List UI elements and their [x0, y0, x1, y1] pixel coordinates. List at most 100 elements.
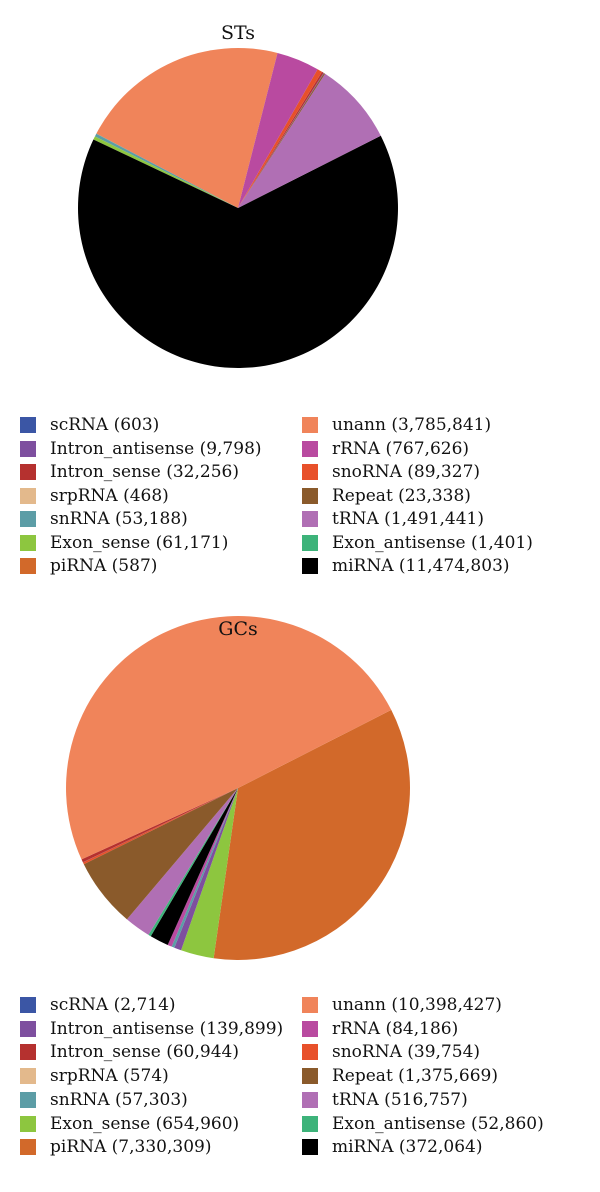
legend-swatch: [20, 997, 36, 1013]
gcs-legend-item-mirna: miRNA (372,064): [302, 1136, 482, 1158]
legend-swatch: [302, 1044, 318, 1061]
legend-label: scRNA (603): [50, 415, 160, 435]
legend-label: snoRNA (39,754): [332, 1042, 481, 1063]
sts-slice-unann: [96, 48, 278, 208]
sts-pie-chart: [77, 48, 398, 368]
legend-swatch: [302, 1068, 318, 1085]
sts-legend-item-trna: tRNA (1,491,441): [302, 508, 484, 530]
sts-legend-item-snorna: snoRNA (89,327): [302, 461, 480, 483]
legend-swatch: [302, 1115, 318, 1132]
sts-legend-item-repeat: Repeat (23,338): [302, 485, 471, 507]
legend-swatch: [302, 511, 318, 527]
gcs-legend-item-exon-sense: Exon_sense (654,960): [20, 1113, 239, 1135]
legend-label: Intron_sense (60,944): [50, 1042, 239, 1063]
sts-slice-exon-sense: [93, 136, 238, 208]
legend-label: Exon_antisense (52,860): [332, 1113, 544, 1134]
legend-swatch: [302, 997, 318, 1013]
legend-label: Intron_sense (32,256): [50, 462, 239, 482]
gcs-slice-exon-antisense: [148, 788, 238, 937]
gcs-legend-item-snrna: snRNA (57,303): [20, 1089, 188, 1111]
gcs-chart-title: GCs: [218, 618, 258, 640]
sts-pie-panel: STs scRNA (603) Intron_antisense (9,798) I…: [20, 22, 533, 577]
gcs-legend-item-trna: tRNA (516,757): [302, 1089, 468, 1111]
legend-swatch: [20, 558, 36, 574]
legend-swatch: [20, 464, 36, 480]
sts-legend: scRNA (603) Intron_antisense (9,798) Intro…: [20, 414, 533, 577]
legend-label: Repeat (1,375,669): [332, 1066, 498, 1087]
sts-chart-title: STs: [220, 22, 256, 44]
legend-swatch: [302, 534, 318, 551]
sts-slice-intron-sense: [238, 71, 324, 208]
legend-label: unann (10,398,427): [332, 995, 502, 1015]
gcs-slice-mirna: [150, 788, 238, 945]
legend-label: rRNA (84,186): [332, 1018, 459, 1039]
legend-swatch: [20, 1044, 36, 1061]
sts-legend-item-intron-sense: Intron_sense (32,256): [20, 461, 239, 483]
gcs-legend: scRNA (2,714) Intron_antisense (139,899) I…: [0, 596, 600, 1192]
legend-label: Exon_sense (61,171): [50, 532, 229, 553]
legend-swatch: [302, 464, 318, 480]
sts-legend-item-exon-sense: Exon_sense (61,171): [20, 532, 228, 554]
gcs-legend-item-unann: unann (10,398,427): [302, 994, 502, 1016]
gcs-slice-repeat: [83, 788, 238, 920]
gcs-slice-snorna: [82, 788, 238, 865]
legend-label: tRNA (516,757): [332, 1089, 468, 1110]
legend-label: Exon_sense (654,960): [50, 1113, 240, 1134]
legend-swatch: [302, 487, 318, 504]
sts-legend-item-unann: unann (3,785,841): [302, 414, 491, 436]
sts-legend-item-intron-antisense: Intron_antisense (9,798): [20, 438, 262, 460]
gcs-legend-item-intron-antisense: Intron_antisense (139,899): [20, 1018, 283, 1040]
sts-legend-item-exon-antisense: Exon_antisense (1,401): [302, 532, 533, 554]
legend-label: unann (3,785,841): [332, 415, 492, 435]
legend-label: srpRNA (574): [50, 1066, 169, 1087]
sts-legend-item-mirna: miRNA (11,474,803): [302, 555, 510, 577]
sts-slice-trna: [238, 73, 381, 208]
gcs-legend-item-exon-antisense: Exon_antisense (52,860): [302, 1113, 544, 1135]
legend-label: snRNA (53,188): [50, 509, 188, 529]
sts-slice-repeat: [238, 73, 326, 208]
gcs-legend-item-rrna: rRNA (84,186): [302, 1018, 458, 1040]
legend-swatch: [20, 487, 36, 504]
gcs-slice-unann: [66, 616, 392, 860]
legend-label: srpRNA (468): [50, 485, 169, 506]
gcs-slice-snrna: [171, 788, 238, 948]
sts-legend-item-pirna: piRNA (587): [20, 555, 157, 577]
sts-legend-item-srprna: srpRNA (468): [20, 485, 169, 507]
sts-slice-mirna: [77, 135, 398, 368]
gcs-legend-item-srprna: srpRNA (574): [20, 1065, 169, 1087]
sts-legend-item-rrna: rRNA (767,626): [302, 438, 469, 460]
gcs-slice-intron-antisense: [174, 788, 238, 951]
legend-swatch: [20, 1091, 36, 1108]
sts-slice-snorna: [238, 69, 322, 208]
legend-label: tRNA (1,491,441): [332, 509, 484, 529]
legend-swatch: [302, 558, 318, 574]
gcs-legend-item-snorna: snoRNA (39,754): [302, 1041, 480, 1063]
gcs-slice-pirna: [213, 709, 410, 960]
gcs-slice-intron-sense: [81, 788, 238, 863]
gcs-pie-chart: [66, 616, 410, 960]
sts-legend-item-snrna: snRNA (53,188): [20, 508, 188, 530]
legend-swatch: [20, 417, 36, 433]
gcs-slice-exon-sense: [181, 788, 238, 959]
gcs-legend-item-repeat: Repeat (1,375,669): [302, 1065, 498, 1087]
legend-swatch: [302, 440, 318, 457]
legend-swatch: [20, 1020, 36, 1037]
legend-label: Intron_antisense (9,798): [50, 438, 262, 459]
sts-slice-scrna: [238, 73, 325, 208]
gcs-pie-panel: GCs scRNA (2,714) Intron_antisense (139,8…: [0, 596, 600, 1192]
legend-label: Exon_antisense (1,401): [332, 532, 533, 553]
legend-swatch: [302, 1091, 318, 1108]
legend-swatch: [20, 1115, 36, 1132]
gcs-slice-rrna: [167, 788, 238, 947]
legend-label: rRNA (767,626): [332, 438, 470, 459]
sts-slice-srprna: [238, 71, 322, 208]
legend-label: snRNA (57,303): [50, 1089, 188, 1110]
legend-label: scRNA (2,714): [50, 995, 176, 1015]
legend-swatch: [302, 417, 318, 433]
legend-swatch: [20, 440, 36, 457]
legend-swatch: [20, 511, 36, 527]
gcs-slice-scrna: [82, 788, 238, 863]
legend-label: piRNA (7,330,309): [50, 1137, 212, 1158]
sts-slice-pirna: [238, 71, 322, 208]
legend-swatch: [20, 534, 36, 551]
